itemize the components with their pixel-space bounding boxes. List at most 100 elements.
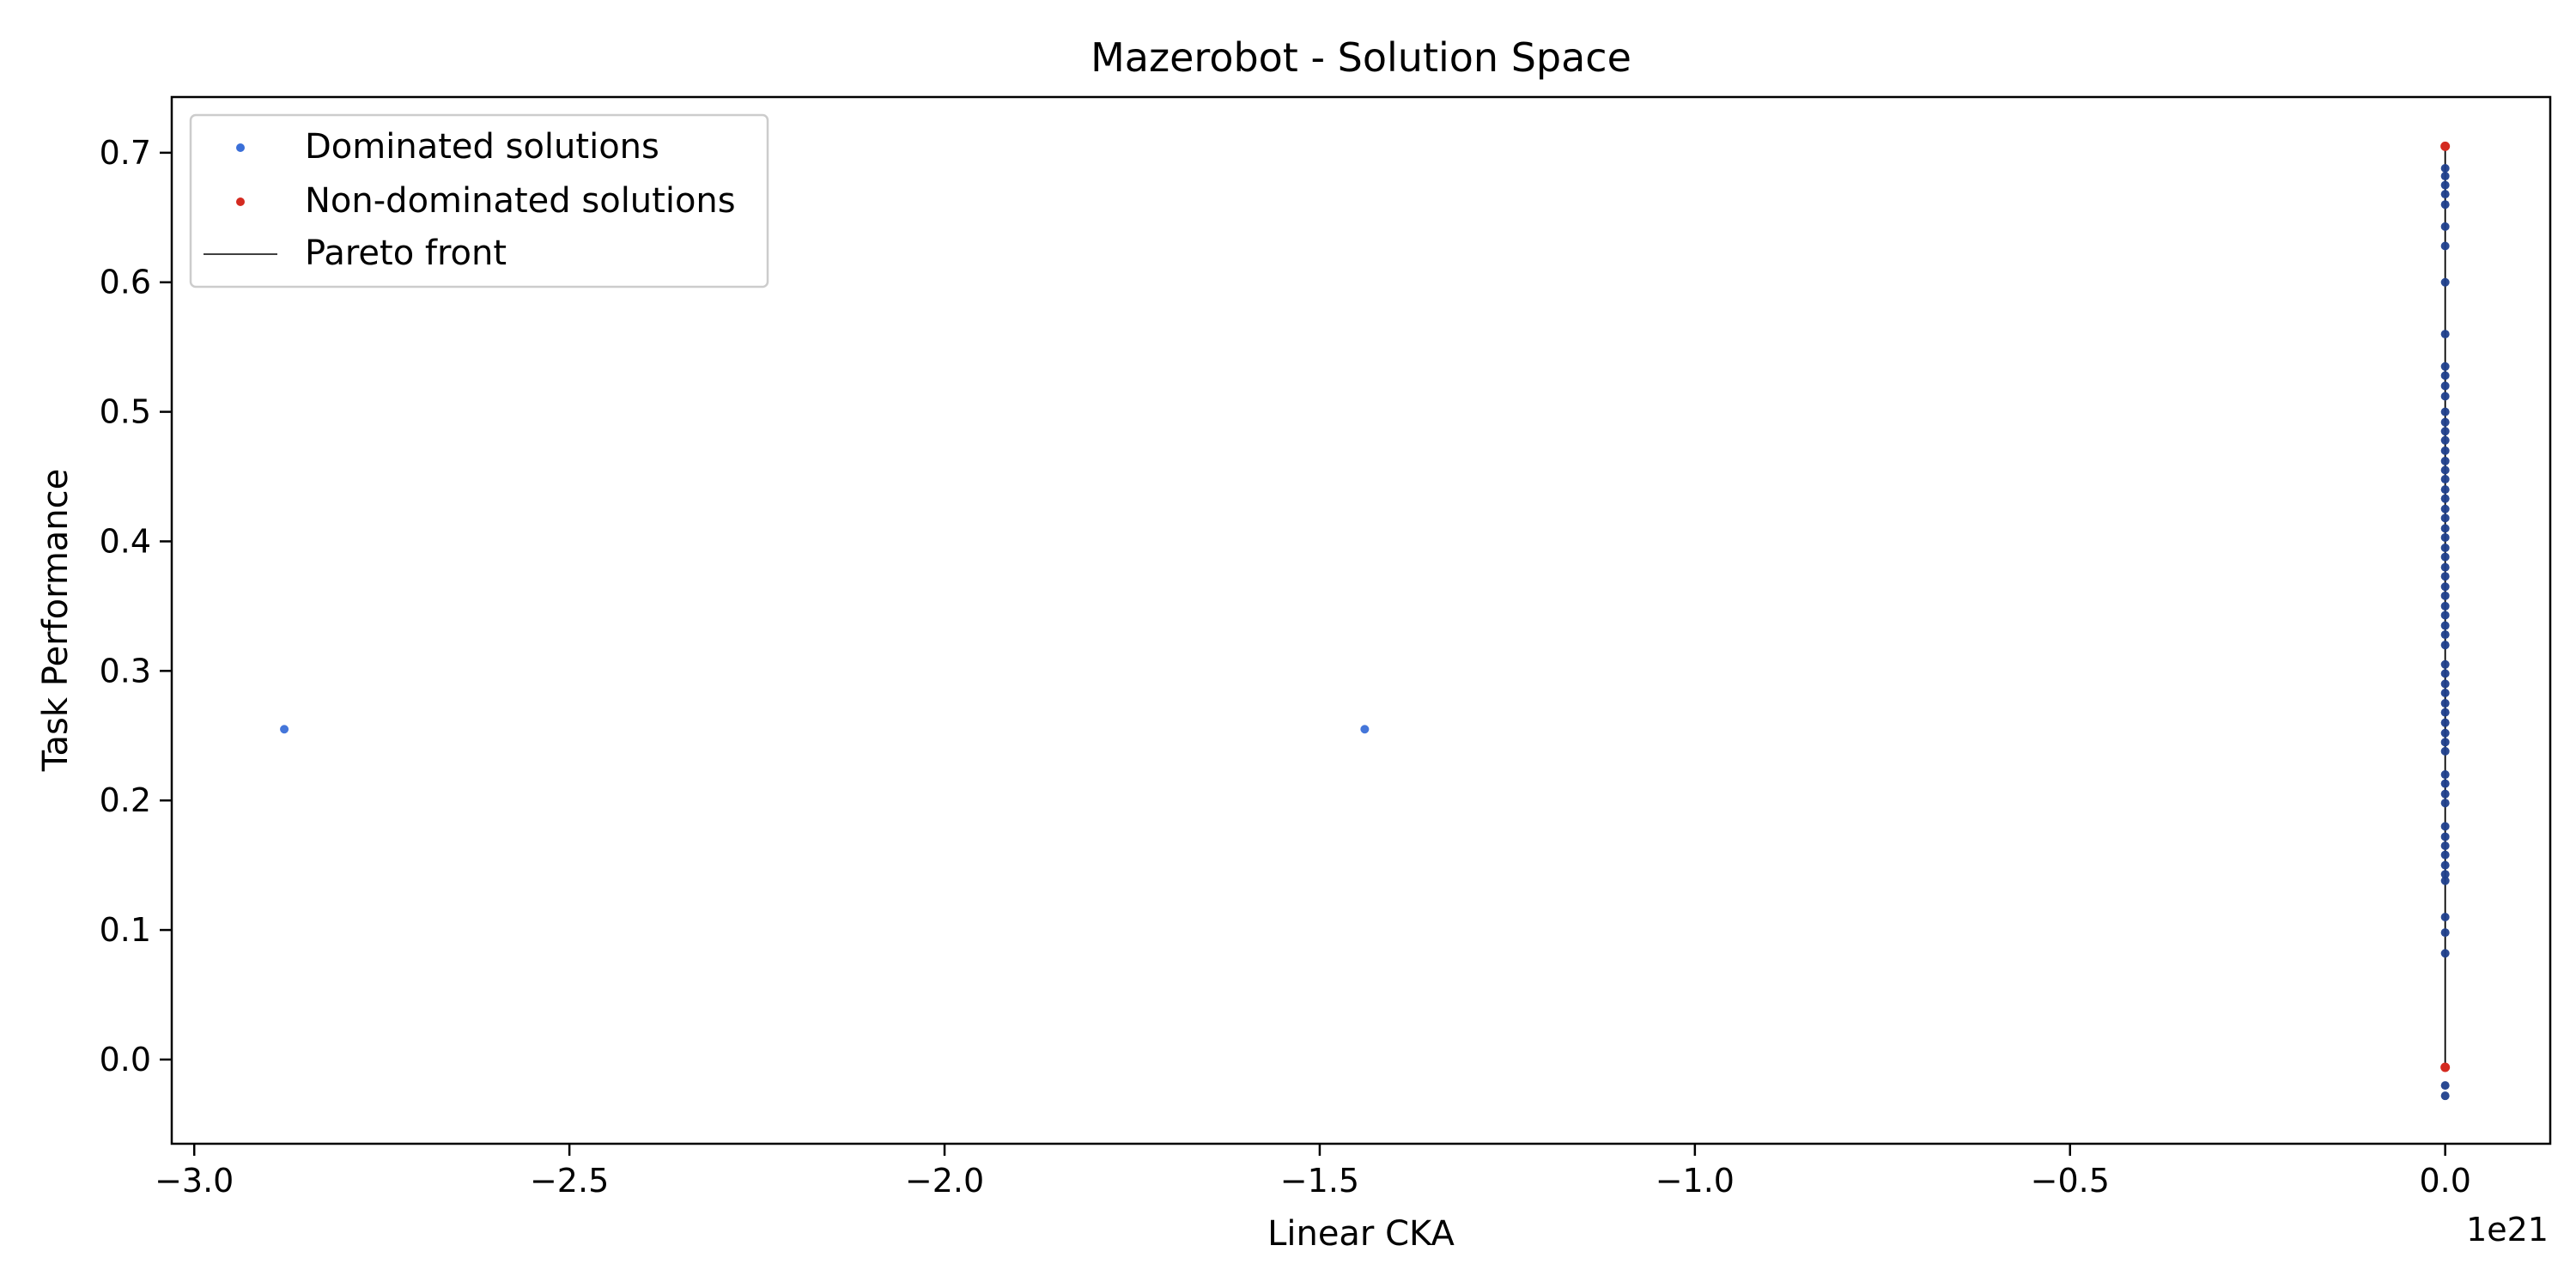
x-tick-label: 0.0 xyxy=(2419,1162,2470,1200)
dominated-point xyxy=(2440,371,2450,380)
dominated-point xyxy=(2440,513,2450,523)
non-dominated-point xyxy=(2440,1062,2451,1072)
dominated-point xyxy=(2440,180,2450,190)
dominated-point xyxy=(2440,841,2450,851)
dominated-point xyxy=(2440,611,2450,620)
dominated-point xyxy=(2440,475,2450,484)
dominated-point xyxy=(2440,688,2450,697)
y-tick-label: 0.5 xyxy=(100,393,151,431)
dominated-point xyxy=(2440,928,2450,938)
dominated-point xyxy=(2440,485,2450,495)
dominated-point xyxy=(2440,456,2450,465)
dominated-point xyxy=(2440,746,2450,756)
dominated-point xyxy=(2440,417,2450,427)
legend-marker-dominated xyxy=(236,143,245,152)
x-tick-label: −0.5 xyxy=(2031,1162,2110,1200)
dominated-point xyxy=(2440,277,2450,287)
dominated-point xyxy=(2440,381,2450,391)
dominated-point xyxy=(2440,641,2450,650)
dominated-point xyxy=(2440,630,2450,640)
dominated-point xyxy=(2440,172,2450,181)
x-tick-label: −1.5 xyxy=(1280,1162,1359,1200)
dominated-point xyxy=(2440,200,2450,210)
dominated-point xyxy=(2440,1091,2450,1101)
dominated-point xyxy=(2440,361,2450,371)
dominated-point xyxy=(2440,679,2450,689)
dominated-point xyxy=(2440,446,2450,455)
dominated-point xyxy=(2440,1081,2450,1091)
y-tick-label: 0.2 xyxy=(100,781,151,819)
dominated-point xyxy=(2440,832,2450,841)
y-axis-label: Task Performance xyxy=(36,469,76,773)
dominated-point xyxy=(2440,222,2450,231)
dominated-point xyxy=(2440,708,2450,717)
dominated-point xyxy=(2440,572,2450,581)
dominated-point xyxy=(2440,669,2450,678)
x-axis-offset-text: 1e21 xyxy=(2466,1211,2549,1249)
dominated-point xyxy=(2440,190,2450,199)
dominated-point xyxy=(2440,870,2450,879)
dominated-point xyxy=(2440,494,2450,503)
dominated-point xyxy=(2440,770,2450,780)
x-tick-label: −2.0 xyxy=(905,1162,984,1200)
y-tick-label: 0.6 xyxy=(100,264,151,301)
x-tick-label: −1.0 xyxy=(1656,1162,1735,1200)
dominated-point xyxy=(2440,912,2450,921)
dominated-point xyxy=(2440,822,2450,831)
y-tick-label: 0.0 xyxy=(100,1041,151,1078)
plot-area xyxy=(170,95,2552,1145)
dominated-point xyxy=(2440,427,2450,436)
y-tick-label: 0.4 xyxy=(100,522,151,560)
legend-marker-non-dominated xyxy=(236,197,245,206)
legend-label-dominated: Dominated solutions xyxy=(305,127,659,167)
dominated-point xyxy=(2440,435,2450,445)
dominated-point xyxy=(2440,504,2450,513)
dominated-point xyxy=(2440,659,2450,669)
dominated-point xyxy=(2440,407,2450,416)
dominated-point xyxy=(2440,582,2450,592)
dominated-point xyxy=(2440,552,2450,562)
points-layer xyxy=(280,141,2451,1101)
dominated-point xyxy=(2440,591,2450,600)
dominated-point xyxy=(2440,241,2450,251)
dominated-point xyxy=(2440,718,2450,727)
x-axis: −3.0 −2.5 −2.0 −1.5 −1.0 −0.5 0.0 xyxy=(155,1144,2471,1200)
dominated-point xyxy=(2440,330,2450,339)
chart-title: Mazerobot - Solution Space xyxy=(1091,34,1631,81)
legend-label-pareto-front: Pareto front xyxy=(305,234,507,273)
x-tick-label: −2.5 xyxy=(530,1162,609,1200)
dominated-point xyxy=(2440,949,2450,958)
dominated-point xyxy=(2440,562,2450,572)
y-tick-label: 0.7 xyxy=(100,134,151,172)
dominated-point xyxy=(2440,876,2450,885)
legend-box xyxy=(189,113,769,289)
dominated-point xyxy=(2440,621,2450,630)
dominated-point xyxy=(1360,725,1370,734)
legend-label-non-dominated: Non-dominated solutions xyxy=(305,181,736,221)
y-tick-label: 0.1 xyxy=(100,911,151,949)
dominated-point xyxy=(2440,799,2450,808)
dominated-point xyxy=(280,725,289,734)
dominated-point xyxy=(2440,699,2450,708)
dominated-point xyxy=(2440,601,2450,611)
dominated-point xyxy=(2440,544,2450,553)
dominated-point xyxy=(2440,738,2450,747)
dominated-point xyxy=(2440,392,2450,401)
dominated-point xyxy=(2440,524,2450,533)
dominated-point xyxy=(2440,532,2450,542)
y-tick-label: 0.3 xyxy=(100,652,151,690)
x-axis-label: Linear CKA xyxy=(1267,1214,1455,1254)
dominated-point xyxy=(2440,728,2450,738)
legend: Dominated solutions Non-dominated soluti… xyxy=(189,113,769,289)
y-axis: 0.0 0.1 0.2 0.3 0.4 0.5 0.6 0.7 xyxy=(100,134,172,1078)
dominated-point xyxy=(2440,850,2450,860)
x-tick-label: −3.0 xyxy=(155,1162,234,1200)
dominated-point xyxy=(2440,779,2450,788)
dominated-point xyxy=(2440,163,2450,173)
axes-frame xyxy=(170,95,2552,1145)
non-dominated-point xyxy=(2440,141,2451,151)
dominated-point xyxy=(2440,465,2450,475)
dominated-point xyxy=(2440,789,2450,799)
dominated-point xyxy=(2440,860,2450,870)
